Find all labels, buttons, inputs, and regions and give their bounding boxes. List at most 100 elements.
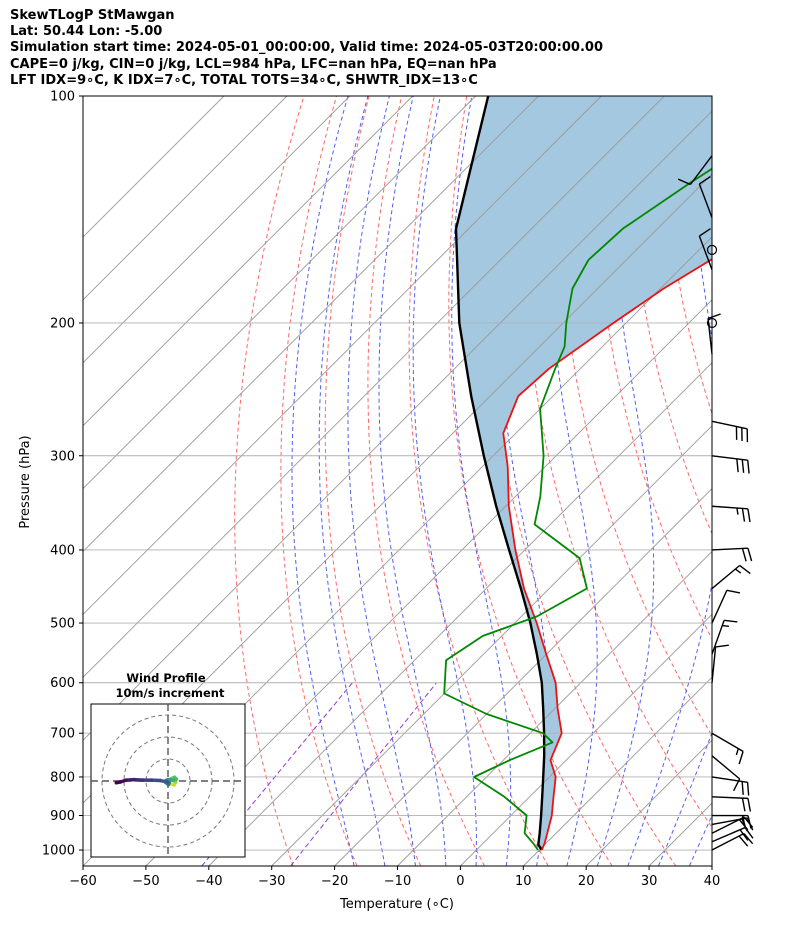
isotherm — [397, 550, 712, 866]
x-tick-label: −10 — [384, 874, 411, 889]
dry-adiabat — [628, 96, 712, 535]
y-tick-label: 600 — [50, 676, 75, 691]
temperature-profile-line — [502, 258, 712, 851]
moist-adiabat — [596, 96, 655, 866]
cin-shaded-area — [456, 96, 712, 850]
wind-barb — [677, 155, 713, 186]
parcel-profile-line — [454, 96, 546, 851]
barb-half-flag — [735, 748, 740, 756]
isotherm — [83, 96, 351, 364]
barb-full-flag — [707, 313, 721, 320]
barb-full-flag — [698, 176, 711, 185]
isotherm — [460, 613, 712, 866]
title-indices-lifted: LFT IDX=9∘C, K IDX=7∘C, TOTAL TOTS=34∘C,… — [10, 72, 478, 88]
x-tick-label: −60 — [69, 874, 96, 889]
wind-barb — [711, 547, 753, 562]
barb-full-flag — [746, 782, 750, 796]
barb-full-flag — [741, 508, 746, 522]
hodograph-segment — [114, 780, 123, 785]
barb-full-flag — [741, 548, 747, 562]
isotherm — [83, 96, 665, 678]
barb-full-flag — [747, 815, 752, 829]
y-tick-label: 400 — [50, 543, 75, 558]
dry-adiabat — [280, 96, 358, 866]
barb-shaft — [711, 620, 725, 655]
isotherm — [208, 362, 712, 866]
x-tick-label: 30 — [641, 874, 658, 889]
y-tick-label: 100 — [50, 90, 75, 105]
barb-shaft — [711, 455, 748, 461]
wind-barb — [711, 776, 750, 796]
barb-shaft — [711, 646, 717, 683]
moist-adiabat — [378, 96, 447, 866]
isotherm — [83, 96, 602, 616]
y-tick-label: 700 — [50, 727, 75, 742]
y-axis-label: Pressure (hPa) — [18, 435, 33, 528]
barb-full-flag — [741, 798, 746, 812]
barb-full-flag — [715, 644, 729, 648]
dry-adiabat — [324, 96, 422, 866]
dry-adiabat — [559, 96, 712, 737]
x-tick-label: −20 — [321, 874, 348, 889]
barb-shaft — [707, 318, 713, 355]
dry-adiabat — [234, 96, 305, 866]
isotherm — [83, 96, 539, 553]
barb-full-flag — [747, 547, 753, 562]
barb-shaft — [711, 755, 741, 780]
wind-barb — [711, 455, 750, 474]
barb-shaft — [711, 776, 748, 783]
y-tick-label: 500 — [50, 617, 75, 632]
x-axis-label: Temperature (∘C) — [339, 897, 454, 912]
isotherm — [83, 96, 288, 301]
mixing-ratio-line — [201, 682, 353, 866]
isotherm — [271, 425, 712, 866]
wind-barb — [711, 732, 744, 765]
x-tick-label: −40 — [195, 874, 222, 889]
isotherm — [83, 110, 712, 741]
title-times: Simulation start time: 2024-05-01_00:00:… — [10, 40, 603, 56]
barb-half-flag — [735, 568, 742, 574]
y-tick-label: 900 — [50, 809, 75, 824]
barb-full-flag — [726, 589, 741, 594]
y-tick-label: 800 — [50, 770, 75, 785]
wind-barb — [711, 564, 751, 590]
barb-half-flag — [722, 624, 729, 627]
moist-adiabat — [720, 96, 794, 866]
barb-half-flag — [736, 507, 739, 515]
x-tick-label: 10 — [515, 874, 532, 889]
wind-barb — [711, 644, 729, 683]
barb-full-flag — [698, 228, 711, 237]
x-tick-label: −30 — [258, 874, 285, 889]
x-tick-label: 40 — [704, 874, 721, 889]
hodograph-title: Wind Profile — [126, 671, 206, 685]
barb-shaft — [711, 796, 748, 800]
barb-full-flag — [739, 829, 749, 841]
wind-barb — [711, 505, 751, 523]
wind-barb — [698, 228, 713, 271]
barb-full-flag — [724, 619, 738, 623]
moist-adiabat — [658, 731, 712, 866]
moist-adiabat — [548, 96, 598, 866]
isotherm — [83, 96, 414, 427]
dry-adiabat — [760, 96, 794, 866]
title-indices-cape: CAPE=0 j/kg, CIN=0 j/kg, LCL=984 hPa, LF… — [10, 56, 497, 72]
barb-full-flag — [733, 778, 741, 792]
barb-shaft — [711, 547, 748, 551]
barb-shaft — [689, 155, 713, 185]
barb-full-flag — [739, 564, 751, 575]
x-tick-label: −50 — [132, 874, 159, 889]
title-station: SkewTLogP StMawgan — [10, 8, 175, 23]
y-tick-label: 300 — [50, 449, 75, 464]
x-tick-label: 0 — [456, 874, 464, 889]
isotherm — [522, 676, 712, 866]
wind-barb — [698, 176, 713, 218]
title-block: SkewTLogP StMawgan Lat: 50.44 Lon: -5.00… — [10, 8, 603, 89]
barb-shaft — [711, 817, 748, 826]
barb-full-flag — [677, 178, 691, 186]
barb-full-flag — [743, 833, 754, 845]
barb-shaft — [711, 826, 746, 843]
wind-barb — [711, 832, 754, 851]
hodograph-subtitle: 10m/s increment — [116, 686, 225, 700]
wind-barb — [707, 313, 721, 355]
barb-full-flag — [741, 815, 747, 829]
